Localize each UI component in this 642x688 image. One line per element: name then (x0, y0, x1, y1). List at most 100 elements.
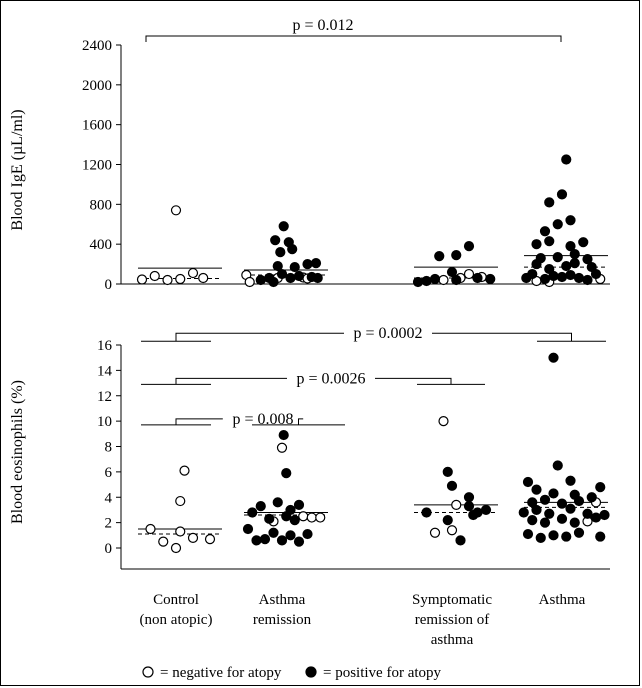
ige-point-positive (582, 254, 593, 265)
ige-annotations: p = 0.012 (145, 17, 562, 42)
ige-y-tick-label: 2000 (82, 78, 112, 94)
ige-point-negative (136, 274, 148, 285)
eos-point-positive (544, 508, 555, 519)
ige-point-negative (162, 274, 173, 286)
eos-p-value: p = 0.0002 (353, 325, 422, 342)
eos-point-positive (586, 492, 597, 503)
ige-point-positive (302, 258, 313, 270)
ige-point-positive (552, 252, 563, 263)
ige-point-positive (310, 257, 322, 269)
eos-point-positive (569, 517, 580, 528)
eos-point-positive (268, 527, 279, 538)
eos-point-positive (556, 513, 568, 524)
ige-point-positive (278, 221, 289, 232)
ige-point-positive (446, 266, 458, 278)
eos-point-positive (531, 484, 542, 495)
eos-point-positive (242, 523, 254, 535)
eos-point-positive (527, 514, 538, 526)
ige-y-tick-label: 1200 (82, 158, 112, 174)
eos-point-positive (285, 504, 296, 516)
eos-point-positive (535, 532, 546, 543)
ige-point-positive (561, 260, 572, 272)
eos-y-tick-label: 8 (105, 440, 113, 456)
category-label: Asthma (539, 592, 586, 608)
eos-point-positive (255, 501, 266, 512)
eos-p-bracket (175, 377, 452, 385)
eos-point-positive (442, 466, 453, 477)
ige-point-positive (270, 235, 281, 246)
ige-y-tick-label: 0 (105, 277, 113, 293)
eos-point-negative (276, 442, 288, 453)
ige-point-positive (451, 274, 462, 286)
ige-point-positive (569, 257, 580, 269)
eos-point-positive (548, 530, 559, 541)
ige-point-positive (552, 219, 563, 230)
eos-point-positive (590, 512, 602, 523)
ige-point-negative (170, 205, 182, 216)
legend-positive-marker (305, 666, 317, 678)
ige-point-positive (268, 276, 279, 288)
eos-point-negative (158, 536, 169, 547)
eos-point-positive (548, 488, 559, 499)
eos-point-negative (298, 511, 309, 522)
ige-point-negative (175, 273, 186, 285)
ige-point-positive (539, 226, 551, 237)
ige-point-positive (535, 253, 546, 264)
ige-point-positive (289, 261, 300, 273)
eos-y-tick-label: 4 (105, 490, 113, 506)
eos-point-positive (548, 352, 559, 363)
ige-point-positive (485, 273, 496, 285)
eos-point-positive (293, 499, 305, 510)
eos-point-positive (446, 480, 458, 491)
eos-point-positive (285, 530, 296, 541)
eos-point-positive (272, 497, 283, 508)
ige-point-negative (244, 276, 255, 288)
eos-point-positive (556, 498, 568, 509)
eos-point-positive (463, 492, 475, 503)
eos-point-negative (306, 512, 317, 523)
legend-positive-label: = positive for atopy (323, 665, 442, 681)
ige-y-tick-label: 2400 (82, 38, 112, 54)
ige-p-bracket (145, 35, 562, 42)
category-label: Control (non atopic) (140, 592, 213, 628)
eos-point-negative (204, 534, 216, 545)
eos-point-positive (293, 536, 305, 547)
ige-points (136, 154, 608, 288)
ige-point-negative (198, 272, 209, 284)
eos-point-positive (595, 531, 606, 542)
ige-y-axis-label: Blood IgE (µL/ml) (9, 109, 26, 230)
ige-p-value: p = 0.012 (292, 17, 353, 34)
ige-point-positive (429, 273, 441, 285)
ige-point-positive (544, 236, 555, 247)
legend-negative-label: = negative for atopy (160, 665, 282, 681)
eos-point-positive (302, 528, 313, 540)
ige-point-positive (573, 272, 585, 284)
eos-point-negative (446, 525, 458, 536)
eos-y-ticks: 0 2 4 6 8 10 12 14 16 (97, 338, 121, 557)
ige-point-positive (582, 274, 593, 286)
eos-points (138, 352, 610, 554)
eos-point-positive (599, 509, 610, 521)
eos-y-tick-label: 12 (97, 389, 112, 405)
eos-point-negative (175, 526, 186, 537)
eos-p-value: p = 0.0026 (296, 370, 365, 387)
eos-point-negative (170, 542, 182, 554)
eos-point-positive (565, 503, 576, 514)
eos-point-positive (480, 504, 492, 516)
eos-point-positive (531, 504, 542, 516)
ige-point-positive (275, 247, 286, 258)
eos-y-tick-label: 0 (105, 541, 113, 557)
ige-point-positive (312, 272, 323, 284)
eos-point-positive (527, 497, 538, 508)
legend-negative-marker (142, 666, 154, 678)
ige-point-positive (561, 154, 572, 165)
ige-point-positive (565, 215, 576, 226)
ige-point-positive (578, 237, 589, 248)
eos-p-bracket (175, 332, 572, 342)
ige-point-positive (434, 251, 445, 262)
legend: = negative for atopy = positive for atop… (142, 665, 442, 681)
eos-point-positive (595, 482, 606, 493)
ige-point-positive (272, 260, 283, 272)
ige-point-positive (283, 237, 294, 248)
